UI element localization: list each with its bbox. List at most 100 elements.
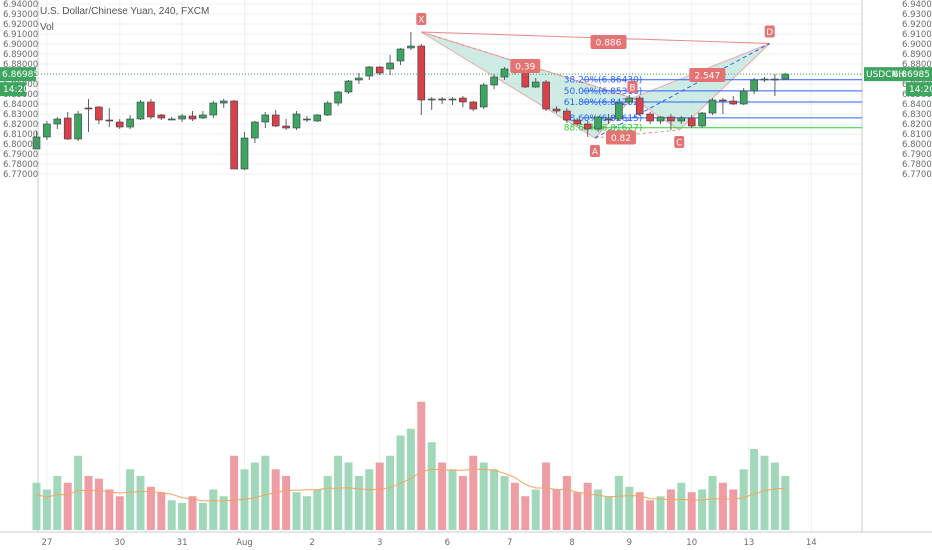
- pattern-point-box: [674, 136, 685, 148]
- y-tick-label-left: 6.90000: [3, 40, 38, 50]
- y-tick-label-left: 6.80000: [3, 140, 38, 150]
- last-price-label-right: 6.86985: [893, 70, 930, 80]
- y-tick-label-right: 6.78000: [902, 160, 932, 170]
- volume-bar: [209, 489, 218, 530]
- pattern-point-label: D: [766, 28, 773, 38]
- volume-bar: [178, 503, 187, 530]
- volume-bar: [375, 462, 384, 530]
- candle-down: [282, 125, 290, 129]
- pattern-labels: X A B C D 0.886 0.39 2.547 0.82: [416, 13, 775, 158]
- candle-down: [583, 123, 592, 130]
- volume-bar: [302, 496, 311, 530]
- y-tick-label-left: 6.89000: [3, 50, 38, 60]
- volume-bar: [687, 492, 696, 530]
- volume-bar: [448, 469, 457, 530]
- candle-up: [500, 68, 509, 78]
- time-axis[interactable]: 27 30 31 Aug 2 3 6 7 8 9 10 13 14: [41, 538, 816, 548]
- volume-bar: [261, 455, 270, 530]
- y-tick-label-right: 6.81000: [902, 130, 932, 140]
- candle-up: [355, 77, 363, 81]
- candle-up: [396, 48, 405, 62]
- volume-bar: [427, 442, 436, 530]
- x-tick-label: 9: [627, 538, 632, 548]
- fib-level-label: 61.80%(6.84202): [564, 98, 643, 108]
- candle-down: [147, 101, 155, 118]
- volume-bar: [219, 496, 228, 530]
- pattern-ratio-box: [510, 59, 541, 73]
- chart-title: U.S. Dollar/Chinese Yuan, 240, FXCM: [40, 6, 210, 17]
- volume-bar: [562, 476, 571, 530]
- y-tick-label-right: 6.82000: [902, 120, 932, 130]
- candle-up: [303, 118, 311, 121]
- candle-up: [490, 76, 498, 86]
- volume-bar: [739, 469, 748, 530]
- volume-indicator-label[interactable]: Vol: [40, 22, 54, 33]
- y-tick-label-right: 6.79000: [902, 150, 932, 160]
- pattern-ratio-box: [689, 68, 726, 82]
- candle-up: [344, 80, 353, 93]
- y-tick-label-left: 6.84000: [3, 100, 38, 110]
- candle-up: [750, 79, 758, 92]
- candle-up: [313, 114, 322, 122]
- candle-down: [115, 121, 124, 128]
- candle-up: [240, 137, 249, 170]
- pattern-point-label: X: [418, 16, 424, 26]
- candle-up: [219, 100, 228, 104]
- candle-down: [667, 116, 675, 122]
- pattern-point-box: [764, 25, 775, 38]
- candle-down: [105, 119, 114, 122]
- candle-down: [438, 98, 446, 101]
- volume-bar: [469, 455, 478, 530]
- volume-bar: [334, 455, 343, 530]
- candle-up: [448, 98, 457, 101]
- y-tick-label-right: 6.92000: [902, 20, 932, 30]
- volume-bar: [32, 482, 41, 530]
- candle-up: [136, 101, 145, 120]
- candle-up: [386, 62, 394, 70]
- volume-bar: [729, 489, 738, 530]
- fib-level-label: 78.60%(6.82615): [564, 114, 643, 124]
- volume-bar: [656, 496, 665, 530]
- x-tick-label: 3: [377, 538, 382, 548]
- y-tick-label-right: 6.77000: [902, 170, 932, 180]
- volume-bar: [438, 462, 447, 530]
- volume-bar: [635, 492, 644, 530]
- candle-down: [469, 101, 478, 110]
- candle-up: [427, 98, 436, 101]
- y-tick-label-left: 6.78000: [3, 160, 38, 170]
- candle-down: [646, 113, 654, 122]
- volume-bar: [677, 482, 686, 530]
- volume-moving-average: [36, 468, 786, 502]
- candle-up: [677, 117, 686, 122]
- volume-bar: [354, 476, 363, 530]
- pattern-ratio-label: 0.886: [596, 39, 622, 49]
- volume-bar: [344, 462, 353, 530]
- symbol-label-right: USDCNH: [866, 70, 905, 80]
- volume-bar: [750, 449, 759, 530]
- y-tick-label-right: 6.84000: [902, 100, 932, 110]
- volume-bar: [479, 462, 488, 530]
- volume-bar: [770, 462, 779, 530]
- volume-bar: [84, 476, 93, 530]
- time-to-close-label-right: 14:20: [909, 85, 932, 95]
- volume-bar: [594, 489, 603, 530]
- y-tick-label-left: 6.91000: [3, 30, 38, 40]
- x-tick-label: 6: [445, 538, 450, 548]
- volume-bar: [583, 482, 592, 530]
- candle-up: [531, 81, 540, 88]
- volume-bar: [126, 469, 135, 530]
- volume-bar: [282, 476, 291, 530]
- volume-bar: [74, 455, 83, 530]
- volume-bar: [188, 496, 197, 530]
- y-tick-label-right: 6.89000: [902, 50, 932, 60]
- pattern-point-box: [589, 145, 600, 157]
- time-to-close-tag-right: [906, 82, 932, 97]
- candle-down: [459, 97, 467, 103]
- volume-bar: [646, 500, 655, 530]
- x-tick-label: 13: [743, 538, 754, 548]
- candle-up: [781, 73, 790, 80]
- x-tick-label: 31: [177, 538, 188, 548]
- volume-bar: [292, 492, 301, 530]
- volume-bar: [604, 496, 613, 530]
